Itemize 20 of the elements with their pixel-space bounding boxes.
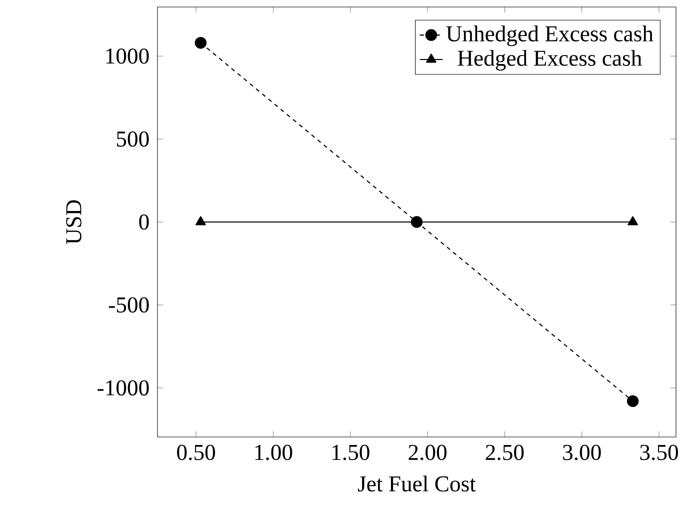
legend-label: Hedged Excess cash [458, 50, 642, 71]
y-tick-label: 500 [116, 131, 149, 147]
x-tick-label: 2.00 [408, 444, 447, 460]
x-tick-label: 3.50 [640, 444, 678, 460]
y-tick-label: -500 [108, 297, 149, 313]
point [626, 395, 639, 408]
x-tick-label: 3.00 [563, 444, 601, 460]
x-tick-label: 2.50 [486, 444, 524, 460]
point [628, 216, 638, 226]
y-axis-title: USD [66, 200, 82, 244]
point [194, 36, 207, 49]
x-tick-label: 1.00 [255, 444, 292, 460]
y-tick-label: 0 [139, 214, 149, 230]
legend-label: Unhedged Excess cash [446, 25, 654, 46]
x-tick-label: 1.50 [332, 444, 370, 460]
y-tick-label: 1000 [106, 48, 149, 64]
y-tick-label: -1000 [98, 380, 149, 396]
point [196, 216, 206, 226]
x-tick-label: 0.50 [177, 444, 216, 460]
x-axis-title: Jet Fuel Cost [358, 476, 476, 492]
